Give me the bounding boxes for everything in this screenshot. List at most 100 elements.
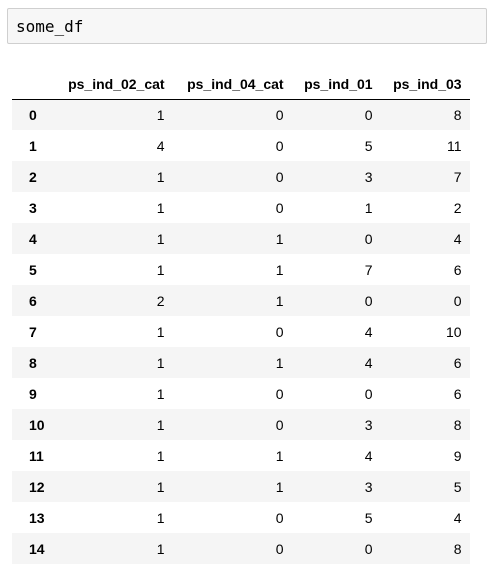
table-cell: 1 [156,478,165,495]
table-cell: 10 [446,323,462,340]
table-cell: 8 [453,106,462,123]
table-cell: 0 [275,323,284,340]
table-row: 7 1 0 4 10 [12,316,470,347]
table-row: 6 2 1 0 0 [12,285,470,316]
index-header [12,69,53,100]
row-index: 3 [29,199,37,216]
row-index: 2 [29,168,37,185]
table-row: 5 1 1 7 6 [12,254,470,285]
dataframe-body: 0 1 0 0 8 1 4 0 5 11 2 1 0 3 7 3 1 0 1 2 [12,99,470,564]
table-cell: 8 [453,416,462,433]
table-cell: 5 [453,478,462,495]
table-cell: 0 [275,168,284,185]
table-cell: 4 [364,354,373,371]
table-cell: 0 [364,292,373,309]
row-index: 14 [29,540,45,557]
row-index: 8 [29,354,37,371]
table-cell: 0 [275,540,284,557]
table-cell: 4 [453,230,462,247]
table-cell: 5 [364,137,373,154]
table-row: 14 1 0 0 8 [12,533,470,564]
table-cell: 7 [453,168,462,185]
column-header: ps_ind_04_cat [172,69,292,100]
column-header: ps_ind_01 [291,69,381,100]
table-row: 4 1 1 0 4 [12,223,470,254]
table-cell: 4 [156,137,165,154]
table-cell: 0 [364,385,373,402]
table-cell: 1 [364,199,373,216]
table-cell: 0 [275,385,284,402]
table-cell: 8 [453,540,462,557]
table-cell: 1 [156,509,165,526]
table-cell: 4 [364,447,373,464]
table-cell: 0 [364,540,373,557]
table-cell: 0 [275,199,284,216]
table-cell: 1 [156,106,165,123]
table-cell: 4 [453,509,462,526]
table-cell: 1 [156,323,165,340]
table-cell: 7 [364,261,373,278]
table-row: 2 1 0 3 7 [12,161,470,192]
row-index: 9 [29,385,37,402]
table-row: 8 1 1 4 6 [12,347,470,378]
column-header: ps_ind_03 [380,69,470,100]
row-index: 0 [29,106,37,123]
code-cell-source: some_df [16,17,84,36]
table-cell: 1 [156,447,165,464]
table-cell: 1 [275,230,284,247]
table-cell: 1 [156,168,165,185]
table-cell: 1 [275,354,284,371]
table-row: 11 1 1 4 9 [12,440,470,471]
table-cell: 1 [275,292,284,309]
dataframe-header: ps_ind_02_cat ps_ind_04_cat ps_ind_01 ps… [12,69,470,100]
table-cell: 5 [364,509,373,526]
table-cell: 11 [447,137,462,154]
table-row: 1 4 0 5 11 [12,130,470,161]
table-row: 10 1 0 3 8 [12,409,470,440]
table-cell: 3 [364,478,373,495]
table-cell: 0 [275,416,284,433]
table-cell: 0 [453,292,462,309]
table-cell: 0 [364,106,373,123]
row-index: 13 [29,509,45,526]
table-cell: 6 [453,261,462,278]
table-cell: 0 [275,509,284,526]
column-header: ps_ind_02_cat [52,69,173,100]
table-row: 3 1 0 1 2 [12,192,470,223]
table-row: 13 1 0 5 4 [12,502,470,533]
table-cell: 0 [364,230,373,247]
table-cell: 1 [156,385,165,402]
table-cell: 1 [275,261,284,278]
row-index: 4 [29,230,37,247]
table-cell: 3 [364,416,373,433]
row-index: 11 [29,447,44,464]
table-cell: 1 [156,261,165,278]
row-index: 10 [29,416,45,433]
table-cell: 2 [453,199,462,216]
table-cell: 4 [364,323,373,340]
table-cell: 1 [275,478,284,495]
table-cell: 1 [156,416,165,433]
row-index: 6 [29,292,37,309]
table-cell: 1 [156,230,165,247]
table-cell: 1 [275,447,284,464]
table-row: 9 1 0 0 6 [12,378,470,409]
table-cell: 2 [156,292,165,309]
table-cell: 6 [453,354,462,371]
table-cell: 9 [453,447,462,464]
table-cell: 0 [275,106,284,123]
row-index: 5 [29,261,37,278]
row-index: 12 [29,478,45,495]
row-index: 7 [29,323,37,340]
table-cell: 1 [156,540,165,557]
table-cell: 1 [156,199,165,216]
table-cell: 6 [453,385,462,402]
code-cell-input[interactable]: some_df [7,8,487,44]
table-row: 12 1 1 3 5 [12,471,470,502]
header-row: ps_ind_02_cat ps_ind_04_cat ps_ind_01 ps… [12,69,470,100]
table-row: 0 1 0 0 8 [12,99,470,130]
table-cell: 1 [156,354,165,371]
table-cell: 3 [364,168,373,185]
dataframe-table: ps_ind_02_cat ps_ind_04_cat ps_ind_01 ps… [12,69,470,564]
table-cell: 0 [275,137,284,154]
